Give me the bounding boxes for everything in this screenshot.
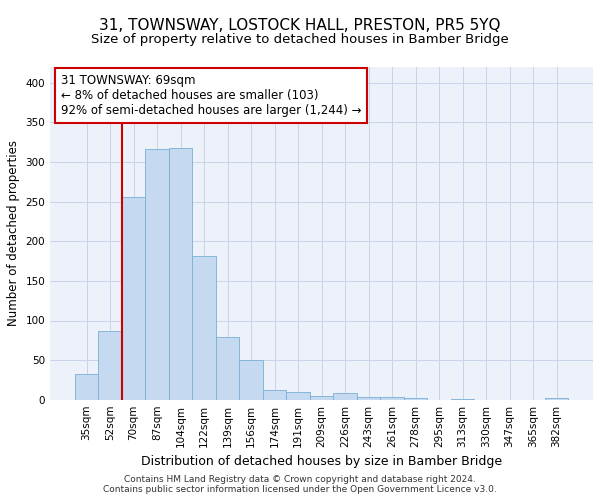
Bar [380, 398, 404, 400]
Bar [310, 396, 334, 400]
Bar [404, 398, 427, 400]
Text: 31 TOWNSWAY: 69sqm
← 8% of detached houses are smaller (103)
92% of semi-detache: 31 TOWNSWAY: 69sqm ← 8% of detached hous… [61, 74, 361, 116]
Bar [286, 392, 310, 400]
Bar [145, 150, 169, 400]
Bar [122, 197, 145, 400]
Bar [98, 331, 122, 400]
Bar [193, 256, 216, 400]
Y-axis label: Number of detached properties: Number of detached properties [7, 140, 20, 326]
Bar [169, 148, 193, 400]
Bar [451, 399, 475, 400]
Bar [75, 374, 98, 400]
Text: Size of property relative to detached houses in Bamber Bridge: Size of property relative to detached ho… [91, 32, 509, 46]
Bar [334, 394, 357, 400]
Text: Contains HM Land Registry data © Crown copyright and database right 2024.
Contai: Contains HM Land Registry data © Crown c… [103, 474, 497, 494]
Text: 31, TOWNSWAY, LOSTOCK HALL, PRESTON, PR5 5YQ: 31, TOWNSWAY, LOSTOCK HALL, PRESTON, PR5… [99, 18, 501, 32]
X-axis label: Distribution of detached houses by size in Bamber Bridge: Distribution of detached houses by size … [141, 455, 502, 468]
Bar [216, 337, 239, 400]
Bar [239, 360, 263, 400]
Bar [357, 398, 380, 400]
Bar [263, 390, 286, 400]
Bar [545, 398, 568, 400]
